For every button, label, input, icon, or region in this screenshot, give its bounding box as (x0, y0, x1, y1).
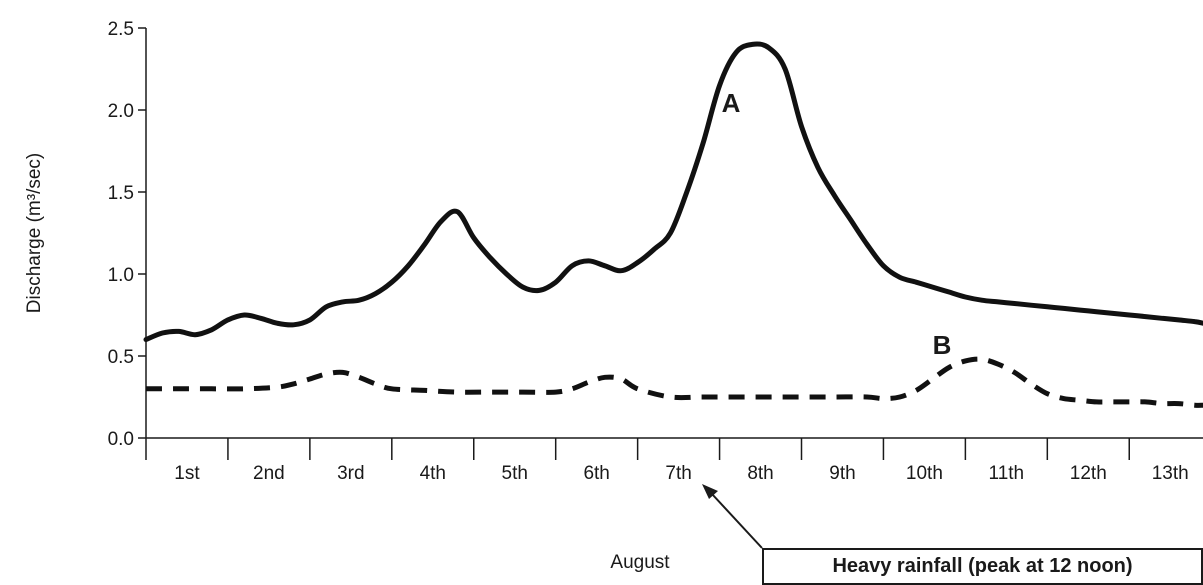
x-tick-label: 2nd (253, 463, 285, 484)
x-tick-label: 6th (583, 463, 609, 484)
x-ticks: 1st 2nd 3rd 4th 5th 6th 7th 8th 9th 10th 11th 12th 1… (145, 438, 1189, 484)
x-axis-title: August (610, 552, 670, 573)
series-group (143, 41, 1203, 408)
x-tick-label: 7th (665, 463, 691, 484)
axes (145, 28, 1203, 439)
series-b-label: B (933, 330, 952, 360)
x-tick-label: 5th (502, 463, 528, 484)
x-tick-label: 12th (1070, 463, 1107, 484)
annotation-arrow-head (702, 484, 718, 499)
series-line-a (143, 41, 1203, 343)
y-tick-label: 0.5 (108, 347, 134, 368)
y-tick-label: 1.0 (108, 265, 134, 286)
x-tick-label: 8th (747, 463, 773, 484)
x-tick-label: 4th (420, 463, 446, 484)
y-tick-label: 0.0 (108, 429, 134, 450)
annotation-arrow-line (711, 493, 763, 549)
series-line-b (145, 356, 1203, 408)
x-tick-label: 13th (1152, 463, 1189, 484)
x-tick-label: 3rd (337, 463, 364, 484)
y-axis-title: Discharge (m³/sec) (24, 153, 45, 313)
annotation-arrow (702, 484, 763, 549)
y-ticks: 0.0 0.5 1.0 1.5 2.0 2.5 (108, 19, 146, 450)
y-tick-label: 2.5 (108, 19, 134, 40)
x-tick-label: 9th (829, 463, 855, 484)
y-tick-label: 1.5 (108, 183, 134, 204)
series-a-label: A (722, 88, 741, 118)
x-tick-label: 1st (174, 463, 200, 484)
x-tick-label: 11th (989, 463, 1025, 484)
y-tick-label: 2.0 (108, 101, 134, 122)
annotation-box: Heavy rainfall (peak at 12 noon) (762, 548, 1203, 585)
x-tick-label: 10th (906, 463, 943, 484)
